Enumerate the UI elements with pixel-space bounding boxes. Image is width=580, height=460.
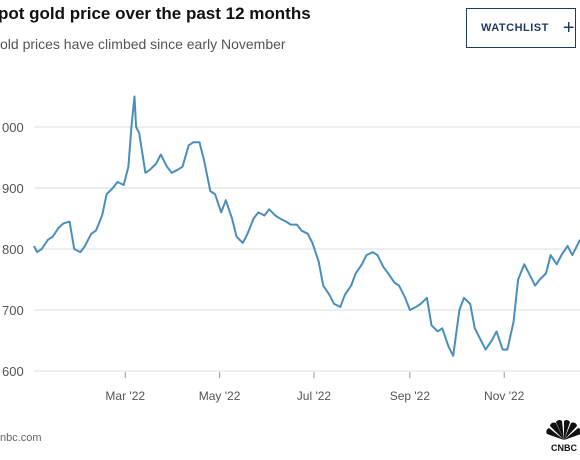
plus-icon: +: [562, 17, 576, 39]
watchlist-label: WATCHLIST: [481, 22, 549, 34]
y-tick-label: 000: [2, 120, 24, 135]
watchlist-button[interactable]: WATCHLIST +: [466, 8, 576, 48]
x-tick-label: Sep '22: [390, 389, 431, 403]
source-credit: nbc.com: [0, 432, 42, 444]
series-layer: [33, 95, 580, 357]
x-axis-ticks: Mar '22 May '22 Jul '22 Sep '22 Nov '22: [105, 372, 525, 403]
x-tick-label: Mar '22: [105, 389, 145, 403]
y-tick-label: 800: [2, 242, 24, 257]
x-tick-label: Nov '22: [484, 389, 525, 403]
y-axis-ticks: 600 700 800 900 000: [2, 120, 24, 379]
y-tick-label: 600: [2, 364, 24, 379]
grid-lines: [34, 126, 580, 372]
chart-subtitle: old prices have climbed since early Nove…: [0, 36, 286, 52]
chart-title: pot gold price over the past 12 months: [0, 4, 311, 23]
cnbc-logo-icon: CNBC: [546, 420, 580, 453]
logo-text: CNBC: [551, 443, 577, 453]
y-tick-label: 900: [2, 181, 24, 196]
y-tick-label: 700: [2, 303, 24, 318]
x-tick-label: May '22: [199, 389, 241, 403]
x-tick-label: Jul '22: [297, 389, 332, 403]
gold-price-line: [33, 95, 580, 357]
